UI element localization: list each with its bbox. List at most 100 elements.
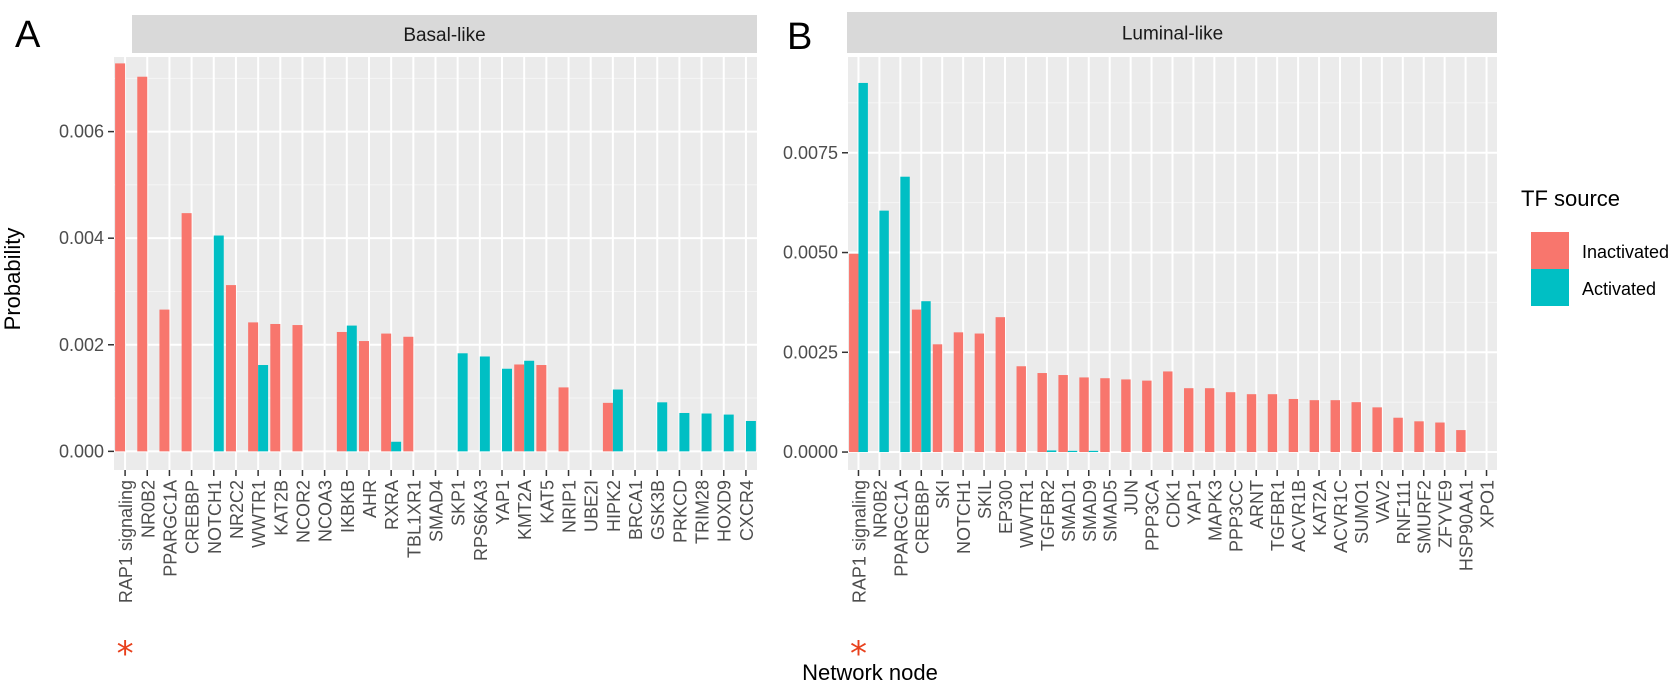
bar-inactivated-rap1-signaling bbox=[849, 253, 859, 453]
y-tick-label: 0.004 bbox=[59, 228, 104, 248]
x-tick-label-rap1-signaling: RAP1 signaling bbox=[116, 480, 136, 603]
x-tick-label-sumo1: SUMO1 bbox=[1352, 480, 1372, 544]
bar-inactivated-ikbkb bbox=[336, 331, 347, 452]
bar-activated-notch1 bbox=[213, 235, 224, 452]
bar-inactivated-skil bbox=[974, 333, 985, 453]
bar-inactivated-rnf111 bbox=[1393, 417, 1403, 453]
bar-activated-trim28 bbox=[701, 413, 712, 452]
y-tick-label: 0.0000 bbox=[783, 442, 838, 462]
bar-inactivated-smurf2 bbox=[1414, 421, 1424, 453]
bar-inactivated-kmt2a bbox=[514, 364, 525, 452]
x-tick-label-tbl1xr1: TBL1XR1 bbox=[404, 480, 424, 558]
legend-swatch-activated bbox=[1531, 269, 1569, 306]
x-tick-label-tgfbr2: TGFBR2 bbox=[1038, 480, 1058, 551]
x-tick-label-hipk2: HIPK2 bbox=[604, 480, 624, 532]
x-tick-label-prkcd: PRKCD bbox=[670, 480, 690, 543]
bar-activated-ppargc1a bbox=[900, 176, 910, 453]
x-tick-label-mapk3: MAPK3 bbox=[1205, 480, 1225, 541]
bar-inactivated-ppp3ca bbox=[1142, 380, 1152, 453]
bar-activated-skp1 bbox=[457, 353, 468, 452]
legend: TF source Inactivated Activated bbox=[1521, 186, 1669, 306]
x-tick-label-ski: SKI bbox=[933, 480, 953, 509]
x-tick-label-kmt2a: KMT2A bbox=[515, 480, 535, 540]
x-tick-label-hsp90aa1: HSP90AA1 bbox=[1457, 480, 1477, 571]
bar-activated-rxra bbox=[391, 441, 402, 452]
x-tick-label-ppp3cc: PPP3CC bbox=[1226, 480, 1246, 552]
bar-activated-rps6ka3 bbox=[479, 356, 490, 452]
legend-title: TF source bbox=[1521, 186, 1620, 211]
x-tick-label-ppp3ca: PPP3CA bbox=[1143, 480, 1163, 551]
bar-inactivated-ski bbox=[932, 344, 943, 453]
x-tick-label-nr0b2: NR0B2 bbox=[138, 480, 158, 538]
bar-activated-tgfbr2 bbox=[1046, 450, 1057, 453]
bar-activated-ikbkb bbox=[346, 325, 357, 452]
bar-activated-prkcd bbox=[679, 412, 690, 452]
bar-activated-hoxd9 bbox=[723, 414, 734, 452]
y-tick-label: 0.002 bbox=[59, 335, 104, 355]
bar-activated-hipk2 bbox=[612, 389, 623, 452]
bar-inactivated-smad5 bbox=[1100, 378, 1110, 453]
x-tick-label-yap1: YAP1 bbox=[493, 480, 513, 525]
facet-strip bbox=[132, 15, 757, 53]
x-tick-label-xpo1: XPO1 bbox=[1478, 480, 1498, 528]
x-tick-label-tgfbr1: TGFBR1 bbox=[1268, 480, 1288, 551]
bar-inactivated-kat2a bbox=[1309, 400, 1320, 453]
bar-inactivated-tgfbr2 bbox=[1037, 373, 1047, 453]
x-tick-label-ncoa3: NCOA3 bbox=[316, 480, 336, 542]
legend-label-inactivated: Inactivated bbox=[1582, 242, 1669, 262]
bar-activated-wwtr1 bbox=[258, 365, 269, 452]
legend-label-activated: Activated bbox=[1582, 279, 1656, 299]
x-tick-label-smad1: SMAD1 bbox=[1059, 480, 1079, 542]
bar-inactivated-crebbp bbox=[911, 309, 922, 453]
x-tick-label-nr0b2: NR0B2 bbox=[870, 480, 890, 538]
panel-letter: B bbox=[787, 16, 812, 58]
facet-strip bbox=[847, 12, 1497, 53]
bar-activated-cxcr4 bbox=[745, 420, 756, 452]
bar-activated-smad1 bbox=[1067, 450, 1078, 453]
bar-inactivated-acvr1b bbox=[1288, 398, 1299, 453]
x-tick-label-skil: SKIL bbox=[975, 480, 995, 519]
bar-activated-yap1 bbox=[502, 368, 512, 452]
y-axis-title: Probability bbox=[0, 228, 25, 331]
bar-inactivated-arnt bbox=[1246, 394, 1257, 453]
x-tick-label-acvr1c: ACVR1C bbox=[1331, 480, 1351, 553]
x-tick-label-rps6ka3: RPS6KA3 bbox=[471, 480, 491, 561]
x-tick-label-rap1-signaling: RAP1 signaling bbox=[849, 480, 869, 603]
bar-inactivated-smad9 bbox=[1079, 377, 1089, 453]
x-tick-label-nrip1: NRIP1 bbox=[560, 480, 580, 533]
bar-inactivated-ncor2 bbox=[292, 325, 303, 452]
bar-inactivated-yap1 bbox=[1184, 388, 1194, 453]
x-tick-label-smad4: SMAD4 bbox=[427, 480, 447, 542]
x-tick-label-wwtr1: WWTR1 bbox=[249, 480, 269, 548]
y-tick-label: 0.000 bbox=[59, 441, 104, 461]
bar-inactivated-vav2 bbox=[1372, 407, 1382, 453]
x-tick-label-zfyve9: ZFYVE9 bbox=[1436, 480, 1456, 548]
bar-inactivated-wwtr1 bbox=[1016, 366, 1026, 453]
panel-letter: A bbox=[15, 14, 41, 56]
bar-activated-gsk3b bbox=[657, 402, 668, 452]
x-tick-label-cxcr4: CXCR4 bbox=[737, 480, 757, 541]
x-tick-label-ppargc1a: PPARGC1A bbox=[891, 480, 911, 577]
y-tick-label: 0.0025 bbox=[783, 342, 838, 362]
x-tick-label-ncor2: NCOR2 bbox=[293, 480, 313, 543]
bar-inactivated-nr0b2 bbox=[137, 76, 148, 452]
bar-inactivated-notch1 bbox=[953, 332, 964, 453]
y-tick-label: 0.0050 bbox=[783, 243, 838, 263]
bar-inactivated-wwtr1 bbox=[248, 322, 259, 452]
x-tick-label-ep300: EP300 bbox=[996, 480, 1016, 534]
x-tick-label-smad9: SMAD9 bbox=[1080, 480, 1100, 542]
bar-inactivated-kat5 bbox=[536, 365, 547, 452]
bar-inactivated-ahr bbox=[359, 341, 369, 452]
x-tick-label-kat2b: KAT2B bbox=[271, 480, 291, 536]
bar-inactivated-ppp3cc bbox=[1225, 392, 1236, 453]
bar-activated-crebbp bbox=[921, 301, 931, 453]
bar-inactivated-kat2b bbox=[270, 323, 281, 452]
x-tick-label-acvr1b: ACVR1B bbox=[1289, 480, 1309, 552]
panel-a-basal-like: A Basal-like 0.000 0.002 0.004 0.006 RAP1 sign… bbox=[15, 14, 757, 674]
x-tick-label-yap1: YAP1 bbox=[1184, 480, 1204, 525]
x-tick-label-notch1: NOTCH1 bbox=[205, 480, 225, 554]
x-tick-label-notch1: NOTCH1 bbox=[954, 480, 974, 554]
bar-inactivated-nr2c2 bbox=[225, 285, 236, 452]
facet-strip-label: Basal-like bbox=[403, 25, 485, 46]
